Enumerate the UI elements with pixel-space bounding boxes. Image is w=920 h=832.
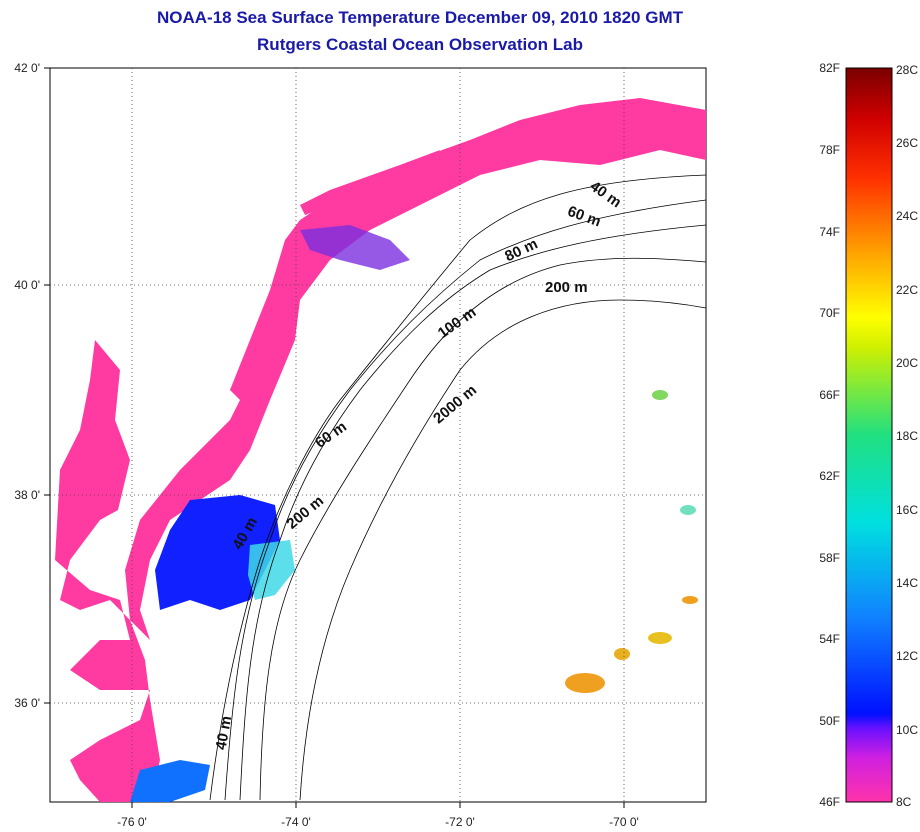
map-content: 40 m 60 m 80 m 200 m 100 m 2000 m 60 m 2… (50, 68, 706, 802)
y-tick-label: 42 0' (14, 61, 40, 75)
x-tick-label: -76 0' (117, 815, 147, 829)
sst-patch-cyan-1 (680, 505, 696, 515)
colorbar-f-label: 50F (819, 714, 840, 728)
colorbar-f-label: 46F (819, 795, 840, 809)
x-tick-label: -72 0' (445, 815, 475, 829)
x-tick-label: -74 0' (281, 815, 311, 829)
colorbar-c-label: 16C (896, 503, 918, 517)
map-title: NOAA-18 Sea Surface Temperature December… (157, 8, 683, 27)
colorbar-c-label: 28C (896, 63, 918, 77)
sst-region-hatteras (130, 760, 210, 802)
colorbar-c-label: 26C (896, 136, 918, 150)
sst-region-delmarva-coast (125, 300, 300, 640)
colorbar-c-label: 10C (896, 723, 918, 737)
colorbar-f-label: 66F (819, 388, 840, 402)
colorbar-fahrenheit-labels: 82F 78F 74F 70F 66F 62F 58F 54F 50F 46F (819, 61, 840, 809)
sst-patch-green-1 (652, 390, 668, 400)
sst-region-chesapeake (55, 340, 160, 802)
colorbar-c-label: 12C (896, 649, 918, 663)
sst-patch-warm-1 (565, 673, 605, 693)
colorbar-f-label: 82F (819, 61, 840, 75)
isobath-label: 200 m (545, 279, 588, 296)
sst-region-virginia-cyan (248, 540, 295, 600)
y-tick-label: 38 0' (14, 488, 40, 502)
y-tick-label: 36 0' (14, 696, 40, 710)
colorbar-f-label: 78F (819, 143, 840, 157)
sst-patch-warm-4 (682, 596, 698, 604)
sst-region-virginia-shelf (155, 495, 280, 610)
colorbar-c-label: 24C (896, 209, 918, 223)
axis-ticks (44, 67, 625, 808)
colorbar-c-label: 8C (896, 795, 912, 809)
sst-region-long-island (300, 150, 440, 215)
temperature-colorbar (845, 67, 893, 803)
y-tick-label: 40 0' (14, 278, 40, 292)
colorbar-c-label: 14C (896, 576, 918, 590)
sst-region-purple-patches (300, 225, 410, 270)
sst-patch-warm-3 (648, 632, 672, 644)
colorbar-f-label: 54F (819, 632, 840, 646)
map-subtitle: Rutgers Coastal Ocean Observation Lab (257, 35, 583, 54)
colorbar-f-label: 58F (819, 551, 840, 565)
isobath-label: 40 m (213, 715, 236, 752)
colorbar-f-label: 70F (819, 306, 840, 320)
x-tick-label: -70 0' (609, 815, 639, 829)
colorbar-f-label: 74F (819, 225, 840, 239)
colorbar-c-label: 22C (896, 283, 918, 297)
colorbar-c-label: 20C (896, 356, 918, 370)
colorbar-celsius-labels: 28C 26C 24C 22C 20C 18C 16C 14C 12C 10C … (896, 63, 918, 809)
colorbar-f-label: 62F (819, 469, 840, 483)
colorbar-c-label: 18C (896, 429, 918, 443)
grid-lines (50, 68, 706, 802)
sst-patch-warm-2 (614, 648, 630, 660)
